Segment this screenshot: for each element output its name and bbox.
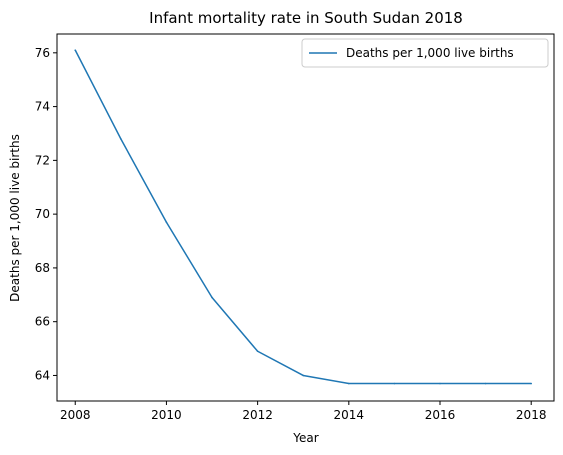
data-point <box>74 49 77 51</box>
x-axis-label: Year <box>292 431 318 445</box>
x-tick-label: 2016 <box>425 408 456 422</box>
series-layer <box>74 49 533 385</box>
y-tick-label: 68 <box>35 261 50 275</box>
chart-title: Infant mortality rate in South Sudan 201… <box>149 9 463 27</box>
x-tick-label: 2010 <box>151 408 182 422</box>
y-tick-label: 74 <box>35 100 50 114</box>
y-tick-label: 64 <box>35 368 50 382</box>
data-point <box>256 350 259 353</box>
data-point <box>211 296 213 299</box>
x-tick-label: 2018 <box>516 408 547 422</box>
x-tick-label: 2008 <box>60 408 91 422</box>
y-tick-label: 72 <box>35 153 50 167</box>
y-tick-label: 70 <box>35 207 50 221</box>
legend-label: Deaths per 1,000 live births <box>346 46 514 60</box>
data-point <box>348 382 350 385</box>
y-tick-label: 76 <box>35 46 50 60</box>
series-line <box>74 49 532 385</box>
y-axis-label: Deaths per 1,000 live births <box>8 134 22 302</box>
data-point <box>302 374 305 377</box>
x-axis: 2008 2010 2012 2014 2016 2018 <box>60 401 547 422</box>
legend: Deaths per 1,000 live births <box>301 38 549 68</box>
x-tick-label: 2012 <box>242 408 273 422</box>
plot-area <box>56 33 555 402</box>
data-point <box>393 382 396 385</box>
data-point <box>439 382 441 385</box>
data-point <box>530 382 533 385</box>
y-axis: 64 66 68 70 72 74 76 <box>35 46 57 382</box>
y-tick-label: 66 <box>35 315 50 329</box>
x-tick-label: 2014 <box>334 408 365 422</box>
data-point <box>120 138 122 140</box>
legend-box <box>301 38 549 68</box>
data-point <box>484 382 487 385</box>
data-point <box>165 221 168 224</box>
